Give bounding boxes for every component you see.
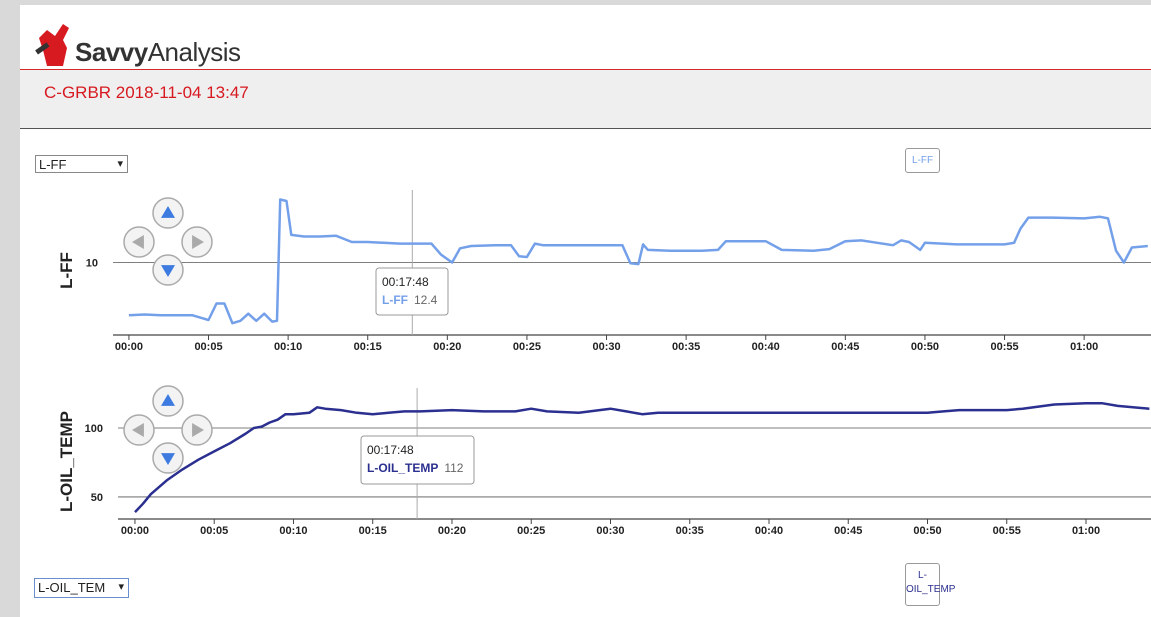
brand-light: Analysis: [147, 37, 241, 67]
tooltip-box: [375, 267, 449, 316]
tooltip-value: 112: [444, 461, 463, 475]
x-tick-label: 00:55: [993, 525, 1021, 537]
tooltip-box: [360, 435, 475, 485]
x-tick-label: 00:00: [115, 341, 143, 353]
pan-arrow: [192, 235, 204, 249]
title-bar: C-GRBR 2018-11-04 13:47: [20, 69, 1151, 129]
x-tick-label: 00:40: [755, 525, 783, 537]
x-tick-label: 00:20: [433, 341, 461, 353]
pan-arrow: [132, 423, 144, 437]
x-tick-label: 00:30: [596, 525, 624, 537]
y-axis-label: L-OIL_TEMP: [57, 411, 76, 512]
x-tick-label: 00:25: [517, 525, 545, 537]
x-tick-label: 00:40: [752, 341, 780, 353]
pan-arrow: [132, 235, 144, 249]
pan-arrow: [161, 265, 175, 277]
x-tick-label: 00:30: [592, 341, 620, 353]
tooltip-time: 00:17:48: [382, 275, 429, 289]
y-axis-label: L-FF: [57, 252, 76, 289]
x-tick-label: 01:00: [1070, 341, 1098, 353]
x-tick-label: 00:55: [990, 341, 1018, 353]
y-tick-label: 100: [85, 423, 103, 435]
x-tick-label: 01:00: [1072, 525, 1100, 537]
x-tick-label: 00:10: [279, 525, 307, 537]
y-tick-label: 50: [91, 492, 103, 504]
x-tick-label: 00:25: [513, 341, 541, 353]
tooltip-value: 12.4: [414, 293, 438, 307]
pan-arrow: [161, 206, 175, 218]
flight-title: C-GRBR 2018-11-04 13:47: [44, 83, 249, 102]
x-tick-label: 00:45: [834, 525, 862, 537]
x-tick-label: 00:10: [274, 341, 302, 353]
tooltip-series: L-OIL_TEMP 112: [367, 461, 464, 475]
x-tick-label: 00:20: [438, 525, 466, 537]
data-line: [128, 198, 1148, 325]
tooltip-time: 00:17:48: [367, 443, 414, 457]
legend-button[interactable]: L-OIL_TEMP: [905, 563, 955, 606]
brand-bold: Savvy: [75, 37, 148, 67]
tooltip-series-name: L-OIL_TEMP: [367, 461, 438, 475]
x-tick-label: 00:35: [672, 341, 700, 353]
data-line: [134, 401, 1150, 513]
tooltip-series: L-FF 12.4: [382, 293, 438, 307]
series-select[interactable]: L-FF: [35, 155, 128, 173]
series-select[interactable]: L-OIL_TEM: [34, 578, 129, 598]
x-tick-label: 00:50: [913, 525, 941, 537]
pan-arrow: [161, 453, 175, 465]
brand: SavvyAnalysis: [75, 37, 241, 68]
x-tick-label: 00:45: [831, 341, 859, 353]
x-tick-label: 00:05: [200, 525, 228, 537]
x-tick-label: 00:05: [194, 341, 222, 353]
y-tick-label: 10: [86, 258, 98, 270]
x-tick-label: 00:00: [121, 525, 149, 537]
pan-arrow: [161, 394, 175, 406]
x-tick-label: 00:50: [911, 341, 939, 353]
logo-icon: [35, 24, 69, 66]
legend-button[interactable]: L-FF: [905, 148, 940, 173]
x-tick-label: 00:15: [354, 341, 382, 353]
x-tick-label: 00:15: [359, 525, 387, 537]
x-tick-label: 00:35: [676, 525, 704, 537]
pan-arrow: [192, 423, 204, 437]
tooltip-series-name: L-FF: [382, 293, 408, 307]
